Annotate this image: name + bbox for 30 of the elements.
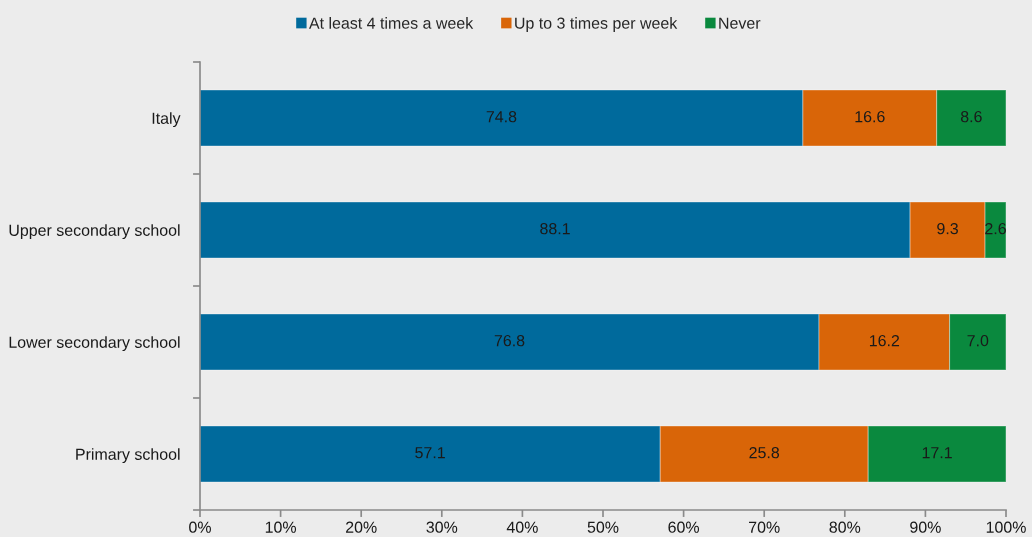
y-tick-label: Upper secondary school: [9, 224, 180, 240]
y-tick-label: Italy: [152, 112, 181, 128]
data-label: 74.8: [486, 110, 517, 123]
data-label: 57.1: [415, 447, 445, 459]
data-label: 16.2: [869, 334, 900, 347]
x-tick-label: 40%: [506, 521, 538, 533]
x-tick-label: 0%: [189, 521, 211, 533]
data-label: 88.1: [540, 222, 570, 235]
data-label: 9.3: [937, 222, 958, 235]
x-tick-label: 70%: [749, 521, 780, 533]
data-label: 17.1: [922, 447, 952, 459]
x-tick-label: 20%: [346, 521, 377, 533]
x-tick-label: 80%: [829, 521, 861, 533]
legend-label: At least 4 times a week: [309, 17, 474, 29]
legend-label: Never: [719, 17, 761, 29]
x-tick-label: 60%: [668, 521, 700, 533]
data-label: 2.6: [985, 222, 1006, 235]
data-label: 8.6: [960, 110, 982, 123]
legend-label: Up to 3 times per week: [515, 17, 678, 32]
y-tick-label: Lower secondary school: [9, 336, 180, 352]
data-label: 16.6: [855, 110, 885, 123]
data-label: 76.8: [494, 334, 525, 347]
data-label: 25.8: [749, 446, 780, 459]
x-tick-label: 90%: [910, 521, 941, 533]
x-tick-label: 100%: [986, 521, 1026, 533]
y-tick-label: Primary school: [76, 448, 180, 464]
x-tick-label: 50%: [587, 521, 619, 533]
data-label: 7.0: [967, 334, 989, 347]
x-tick-label: 10%: [265, 521, 297, 533]
x-tick-label: 30%: [426, 521, 458, 533]
